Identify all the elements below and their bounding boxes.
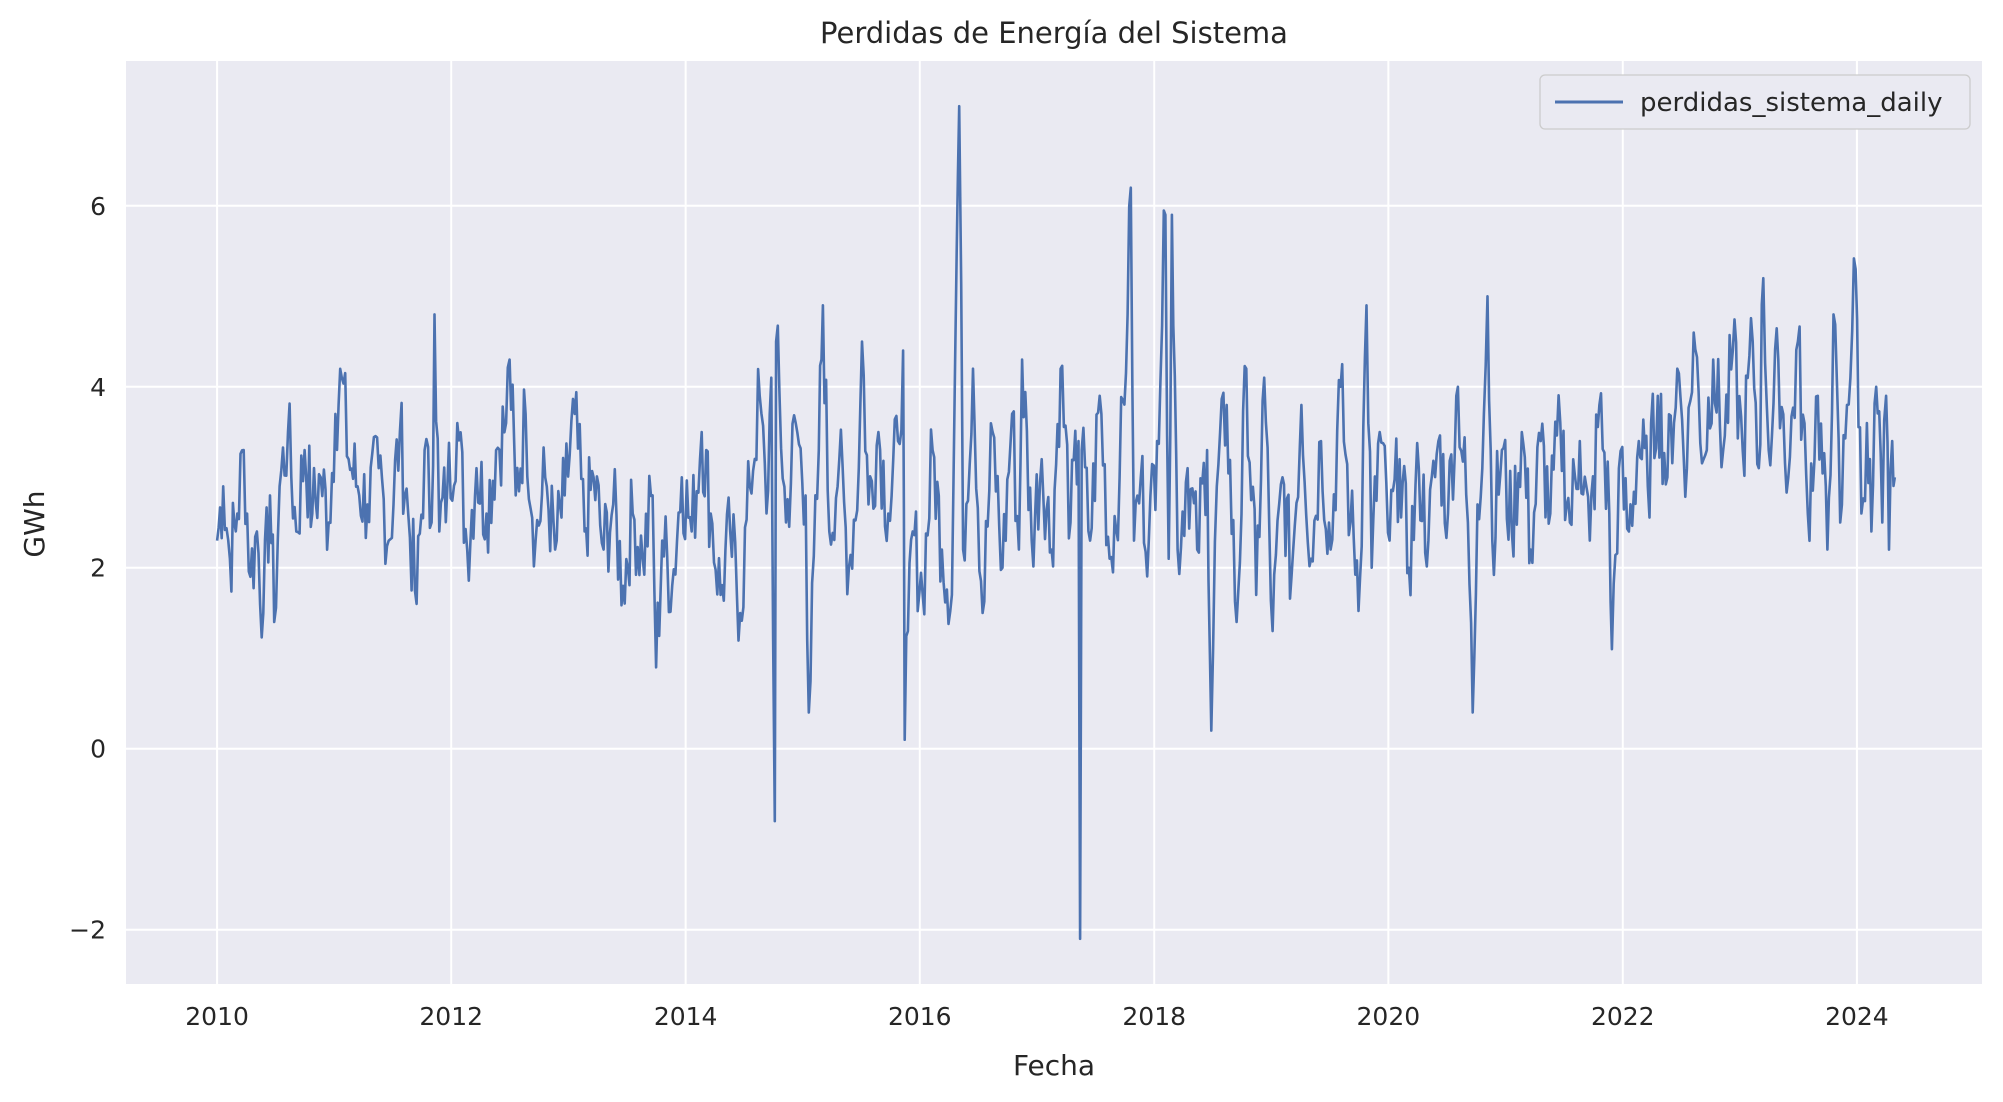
x-tick-label: 2024: [1825, 1002, 1889, 1031]
x-tick-label: 2016: [888, 1002, 952, 1031]
legend-box: [1539, 74, 1971, 130]
x-tick-label: 2012: [419, 1002, 483, 1031]
x-tick-label: 2020: [1357, 1002, 1421, 1031]
x-axis-label: Fecha: [1013, 1049, 1095, 1082]
y-axis-label: GWh: [18, 490, 51, 557]
y-tick-label: 6: [90, 192, 106, 221]
y-tick-label: 2: [90, 554, 106, 583]
series-line: [215, 104, 1897, 941]
y-tick-label: −2: [69, 916, 106, 945]
y-tick-label: 0: [90, 735, 106, 764]
chart-title: Perdidas de Energía del Sistema: [820, 16, 1288, 50]
y-tick-labels: −2 0 2 4 6: [69, 192, 106, 945]
series-group: [215, 104, 1897, 941]
x-tick-label: 2014: [654, 1002, 718, 1031]
y-tick-label: 4: [90, 373, 106, 402]
x-tick-label: 2022: [1591, 1002, 1655, 1031]
x-tick-label: 2010: [185, 1002, 249, 1031]
x-tick-label: 2018: [1122, 1002, 1186, 1031]
legend-label: perdidas_sistema_daily: [1640, 88, 1942, 118]
legend: perdidas_sistema_daily: [1539, 74, 1971, 130]
x-tick-labels: 2010 2012 2014 2016 2018 2020 2022 2024: [185, 1002, 1888, 1031]
y-gridlines: [126, 204, 1982, 931]
